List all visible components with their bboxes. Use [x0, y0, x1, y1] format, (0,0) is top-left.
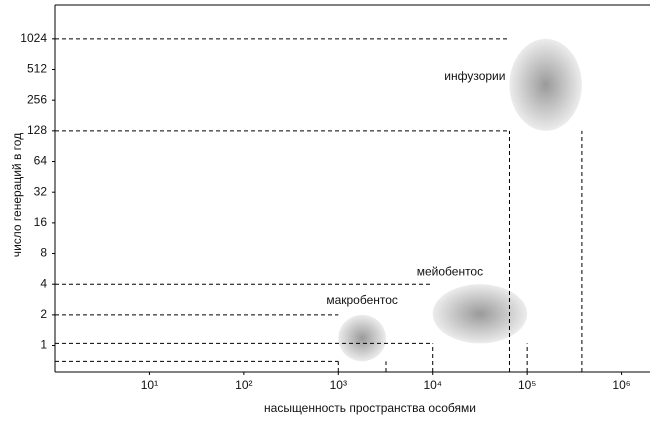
y-tick-label: 8 [40, 246, 47, 260]
x-tick-label: 10³ [330, 378, 347, 392]
y-tick-label: 1 [40, 338, 47, 352]
y-tick-label: 512 [27, 62, 47, 76]
x-tick-label: 10² [235, 378, 252, 392]
region [432, 284, 528, 344]
region-label: макробентос [326, 293, 398, 307]
y-axis-label: число генераций в год [10, 133, 24, 257]
y-tick-label: 64 [34, 154, 48, 168]
y-tick-label: 32 [34, 184, 48, 198]
x-axis-label: насыщенность пространства особями [264, 401, 476, 415]
y-tick-label: 256 [27, 92, 47, 106]
x-tick-label: 10⁵ [518, 378, 536, 392]
y-tick-label: 4 [40, 276, 47, 290]
region-label: мейобентос [417, 264, 483, 278]
region [338, 314, 386, 362]
y-tick-label: 128 [27, 123, 47, 137]
y-tick-label: 1024 [20, 31, 47, 45]
y-tick-label: 2 [40, 307, 47, 321]
region-label: инфузории [444, 69, 505, 83]
x-tick-label: 10¹ [141, 378, 158, 392]
x-tick-label: 10⁴ [423, 378, 442, 392]
region [509, 38, 582, 131]
x-tick-label: 10⁶ [612, 378, 630, 392]
y-tick-label: 16 [34, 215, 48, 229]
